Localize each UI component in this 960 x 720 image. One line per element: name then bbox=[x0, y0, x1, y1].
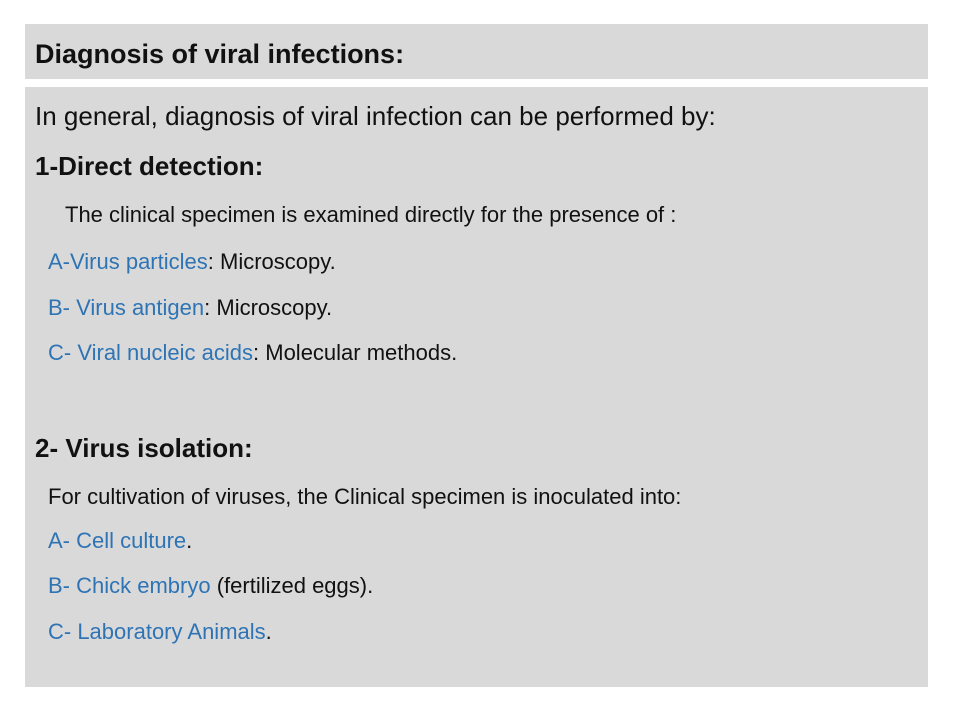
item-detail: : Microscopy. bbox=[207, 249, 336, 274]
list-item: C- Viral nucleic acids: Molecular method… bbox=[48, 338, 457, 368]
item-detail: (fertilized eggs). bbox=[210, 573, 374, 598]
item-detail: : Molecular methods. bbox=[253, 340, 458, 365]
list-item: A- Cell culture. bbox=[48, 526, 192, 556]
section-heading-direct-detection: 1-Direct detection: bbox=[35, 151, 264, 181]
list-item: B- Virus antigen: Microscopy. bbox=[48, 293, 332, 323]
section-description-direct-detection: The clinical specimen is examined direct… bbox=[65, 202, 677, 227]
list-item: C- Laboratory Animals. bbox=[48, 617, 272, 647]
list-item: A-Virus particles: Microscopy. bbox=[48, 247, 336, 277]
item-term: B- Chick embryo bbox=[48, 573, 211, 598]
section-heading-virus-isolation: 2- Virus isolation: bbox=[35, 433, 253, 463]
item-detail: : Microscopy. bbox=[204, 295, 333, 320]
content-panel: In general, diagnosis of viral infection… bbox=[25, 87, 928, 687]
item-term: C- Viral nucleic acids bbox=[48, 340, 254, 365]
intro-text: In general, diagnosis of viral infection… bbox=[35, 101, 716, 131]
list-item: B- Chick embryo (fertilized eggs). bbox=[48, 571, 373, 601]
item-detail: . bbox=[186, 528, 193, 553]
item-term: B- Virus antigen bbox=[48, 295, 205, 320]
section-description-virus-isolation: For cultivation of viruses, the Clinical… bbox=[48, 484, 682, 509]
item-detail: . bbox=[265, 619, 272, 644]
item-term: A- Cell culture bbox=[48, 528, 187, 553]
slide-title: Diagnosis of viral infections: bbox=[35, 39, 405, 69]
item-term: A-Virus particles bbox=[48, 249, 208, 274]
title-bar: Diagnosis of viral infections: bbox=[25, 24, 928, 79]
item-term: C- Laboratory Animals bbox=[48, 619, 266, 644]
